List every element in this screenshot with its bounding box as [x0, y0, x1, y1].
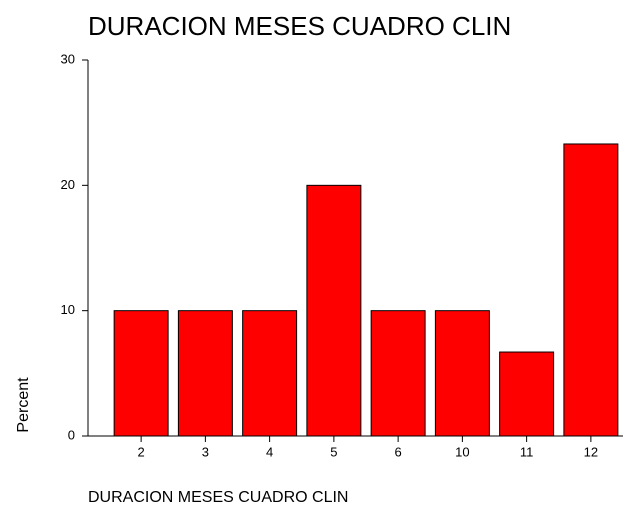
- x-tick-label: 12: [584, 444, 598, 459]
- x-tick-label: 10: [455, 444, 469, 459]
- bar: [177, 310, 233, 437]
- x-tick-label: 2: [138, 444, 145, 459]
- x-tick-label: 3: [202, 444, 209, 459]
- y-tick-label: 30: [61, 51, 75, 66]
- x-axis-label: DURACION MESES CUADRO CLIN: [88, 489, 348, 506]
- x-tick-label: 11: [520, 444, 534, 459]
- x-tick-label: 5: [330, 444, 337, 459]
- y-tick-label: 0: [68, 427, 75, 442]
- bar: [563, 143, 619, 437]
- x-tick-label: 6: [395, 444, 402, 459]
- bar: [370, 310, 426, 437]
- bar: [306, 184, 362, 437]
- y-axis-label: Percent: [15, 377, 32, 433]
- bar: [113, 310, 169, 437]
- chart-title: DURACION MESES CUADRO CLIN: [88, 11, 511, 41]
- x-tick-label: 4: [266, 444, 273, 459]
- bar: [499, 351, 555, 437]
- y-tick-label: 20: [61, 177, 75, 192]
- y-tick-label: 10: [61, 302, 75, 317]
- bar: [242, 310, 298, 437]
- bar: [434, 310, 490, 437]
